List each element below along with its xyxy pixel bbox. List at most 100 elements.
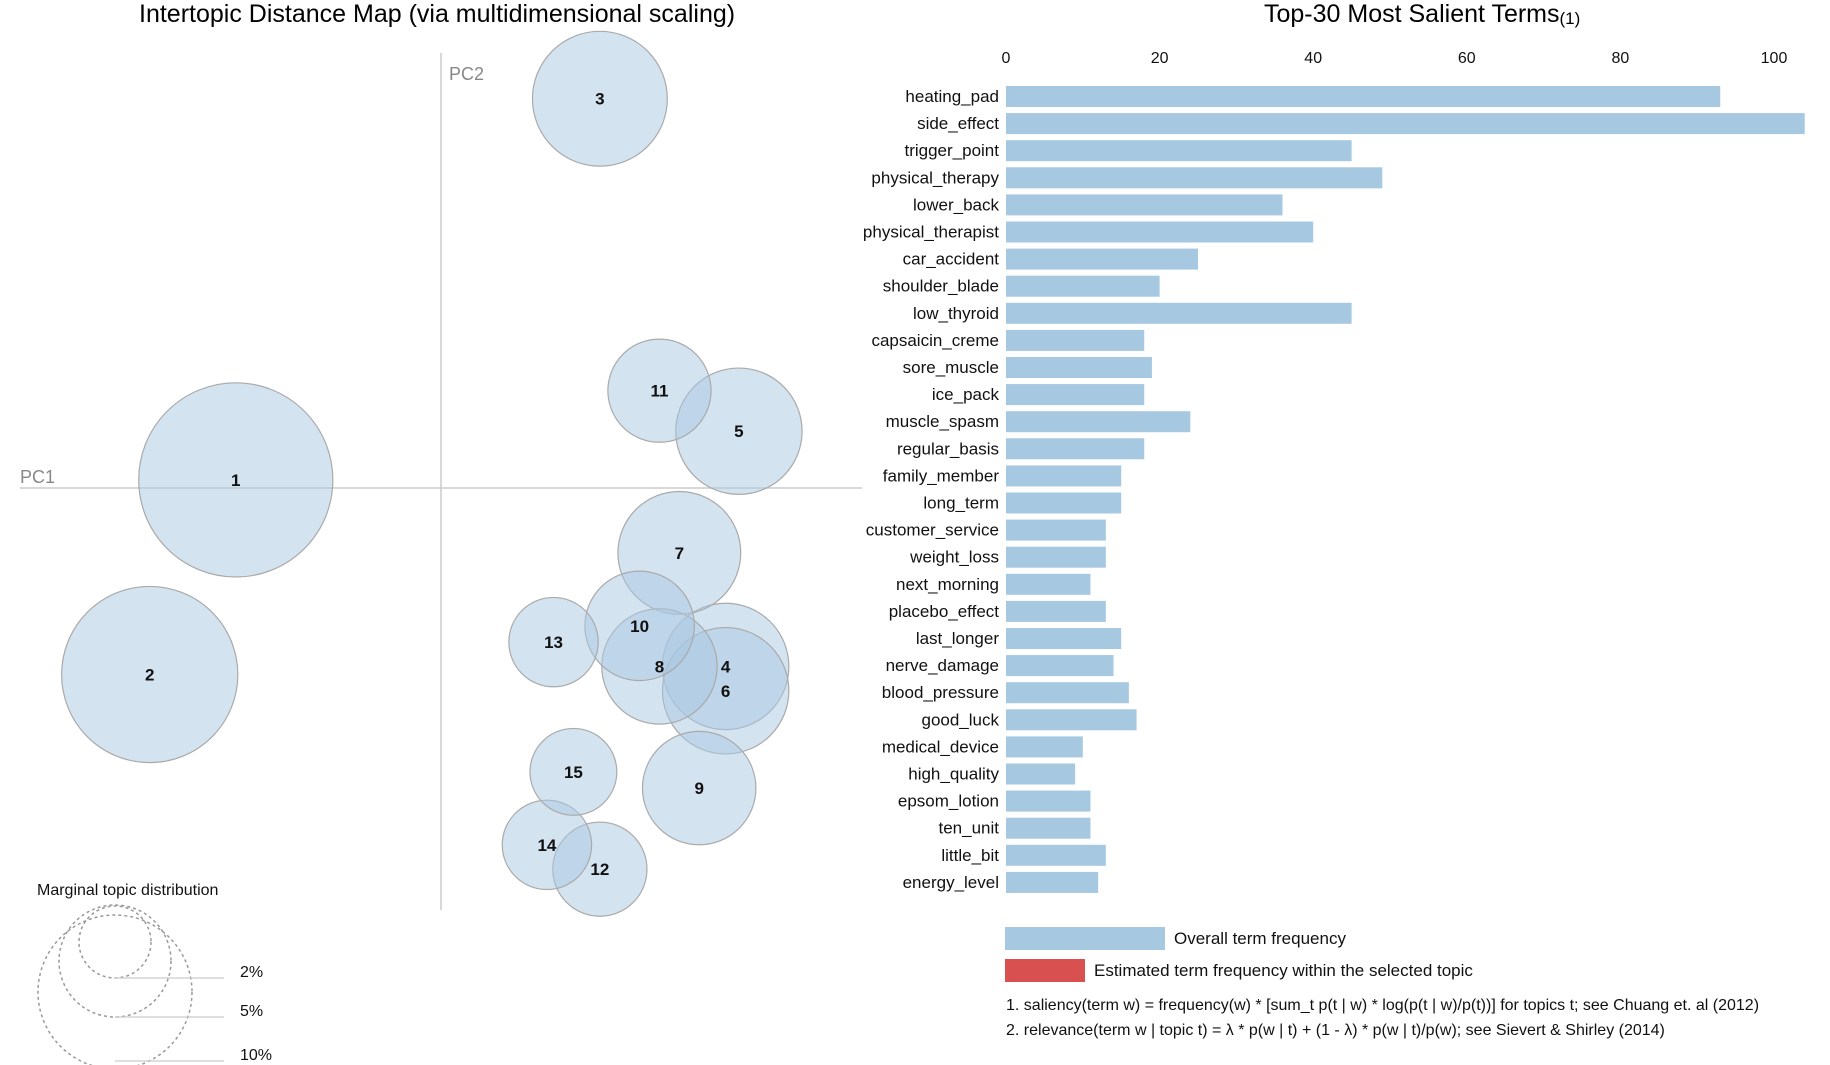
marginal-label-5: 5% bbox=[240, 1003, 263, 1020]
term-bar[interactable] bbox=[1006, 655, 1114, 677]
term-label[interactable]: low_thyroid bbox=[913, 304, 999, 323]
topic-label: 7 bbox=[675, 544, 684, 563]
topic-label: 4 bbox=[721, 657, 731, 676]
terms-title-note: (1) bbox=[1559, 9, 1581, 28]
term-bar[interactable] bbox=[1006, 140, 1352, 162]
term-bar[interactable] bbox=[1006, 329, 1145, 351]
term-bar[interactable] bbox=[1006, 465, 1122, 487]
x-tick-label: 100 bbox=[1761, 50, 1788, 67]
legend-estimated-swatch bbox=[1005, 959, 1085, 982]
term-bar[interactable] bbox=[1006, 302, 1352, 324]
topic-label: 5 bbox=[734, 422, 743, 441]
legend-overall-label: Overall term frequency bbox=[1174, 929, 1346, 948]
topic-label: 10 bbox=[630, 617, 649, 636]
topic-label: 6 bbox=[721, 682, 730, 701]
term-bar[interactable] bbox=[1006, 248, 1198, 270]
topic-bubble[interactable] bbox=[61, 585, 239, 764]
marginal-label-2: 2% bbox=[240, 964, 263, 981]
term-label[interactable]: last_longer bbox=[916, 629, 1000, 648]
term-bar[interactable] bbox=[1006, 546, 1106, 568]
term-label[interactable]: shoulder_blade bbox=[883, 277, 999, 296]
term-bar[interactable] bbox=[1006, 221, 1314, 243]
term-bar[interactable] bbox=[1006, 763, 1076, 785]
term-label[interactable]: muscle_spasm bbox=[886, 412, 999, 431]
term-bar[interactable] bbox=[1006, 86, 1721, 107]
term-label[interactable]: weight_loss bbox=[909, 548, 999, 567]
term-label[interactable]: side_effect bbox=[917, 114, 999, 133]
topic-bubble[interactable] bbox=[641, 730, 757, 846]
term-bar[interactable] bbox=[1006, 600, 1106, 622]
term-bar[interactable] bbox=[1006, 384, 1145, 406]
term-label[interactable]: next_morning bbox=[896, 575, 999, 594]
footnote-saliency: 1. saliency(term w) = frequency(w) * [su… bbox=[1006, 997, 1759, 1014]
term-label[interactable]: ten_unit bbox=[939, 819, 1000, 838]
term-label[interactable]: placebo_effect bbox=[889, 602, 1000, 621]
term-bar[interactable] bbox=[1006, 492, 1122, 514]
term-bar[interactable] bbox=[1006, 709, 1137, 731]
topic-label: 15 bbox=[564, 763, 583, 782]
term-labels: heating_pad side_effect trigger_pointphysi… bbox=[863, 87, 1000, 892]
term-label[interactable]: energy_level bbox=[903, 873, 999, 892]
x-tick-label: 20 bbox=[1151, 50, 1169, 67]
term-bar[interactable] bbox=[1006, 357, 1152, 378]
term-label[interactable]: car_accident bbox=[903, 250, 1000, 269]
terms-title: Top-30 Most Salient Terms(1) bbox=[1264, 0, 1580, 29]
term-bar[interactable] bbox=[1006, 194, 1283, 216]
topic-label: 14 bbox=[537, 836, 556, 855]
term-bar[interactable] bbox=[1006, 167, 1383, 189]
term-label[interactable]: trigger_point bbox=[904, 141, 999, 160]
term-label[interactable]: ice_pack bbox=[932, 385, 1000, 404]
term-label[interactable]: customer_service bbox=[866, 521, 999, 540]
term-label[interactable]: capsaicin_creme bbox=[871, 331, 999, 350]
footnotes: 1. saliency(term w) = frequency(w) * [su… bbox=[1006, 997, 1759, 1039]
topic-label: 1 bbox=[231, 471, 240, 490]
x-tick-label: 40 bbox=[1304, 50, 1322, 67]
x-axis-ticks: 0 20 40 60 80 100 bbox=[1002, 50, 1788, 67]
term-bar[interactable] bbox=[1006, 817, 1091, 839]
term-label[interactable]: family_member bbox=[883, 466, 1000, 485]
term-bar[interactable] bbox=[1006, 275, 1160, 297]
term-label[interactable]: little_bit bbox=[941, 846, 999, 865]
term-bar[interactable] bbox=[1006, 438, 1145, 460]
marginal-circle-10 bbox=[37, 914, 193, 1065]
topic-bubble[interactable] bbox=[508, 596, 599, 688]
term-bar[interactable] bbox=[1006, 844, 1106, 866]
topic-bubble[interactable] bbox=[138, 382, 334, 578]
term-label[interactable]: epsom_lotion bbox=[898, 792, 999, 811]
term-bar[interactable] bbox=[1006, 628, 1122, 649]
topic-bubble[interactable] bbox=[531, 30, 668, 167]
term-label[interactable]: good_luck bbox=[921, 710, 999, 729]
term-label[interactable]: heating_pad bbox=[905, 87, 999, 106]
topic-bubble[interactable] bbox=[607, 338, 712, 443]
term-label[interactable]: lower_back bbox=[913, 195, 999, 214]
term-bar[interactable] bbox=[1006, 736, 1083, 758]
term-bar[interactable] bbox=[1006, 113, 1805, 135]
term-label[interactable]: physical_therapist bbox=[863, 223, 999, 242]
term-bar[interactable] bbox=[1006, 871, 1099, 893]
x-tick-label: 0 bbox=[1002, 50, 1011, 67]
term-label[interactable]: nerve_damage bbox=[886, 656, 999, 675]
marginal-circle-5 bbox=[58, 904, 172, 1018]
term-label[interactable]: blood_pressure bbox=[882, 683, 999, 702]
map-title: Intertopic Distance Map (via multidimens… bbox=[139, 0, 736, 28]
footnote-relevance: 2. relevance(term w | topic t) = λ * p(w… bbox=[1006, 1022, 1665, 1039]
term-label[interactable]: sore_muscle bbox=[903, 358, 999, 377]
term-bar[interactable] bbox=[1006, 573, 1091, 595]
term-bar[interactable] bbox=[1006, 682, 1129, 704]
legend-overall-swatch bbox=[1005, 927, 1165, 950]
term-label[interactable]: medical_device bbox=[882, 737, 999, 756]
topic-label: 8 bbox=[655, 657, 664, 676]
topic-bubble[interactable] bbox=[529, 727, 618, 816]
term-label[interactable]: long_term bbox=[923, 494, 999, 513]
term-label[interactable]: high_quality bbox=[908, 765, 999, 784]
term-bars bbox=[1006, 86, 1805, 893]
topic-label: 11 bbox=[650, 382, 668, 401]
term-bar[interactable] bbox=[1006, 790, 1091, 812]
term-label[interactable]: physical_therapy bbox=[871, 168, 999, 187]
term-bar[interactable] bbox=[1006, 519, 1106, 541]
term-bar[interactable] bbox=[1006, 411, 1191, 433]
term-label[interactable]: regular_basis bbox=[897, 439, 999, 458]
topic-label: 2 bbox=[145, 666, 154, 685]
